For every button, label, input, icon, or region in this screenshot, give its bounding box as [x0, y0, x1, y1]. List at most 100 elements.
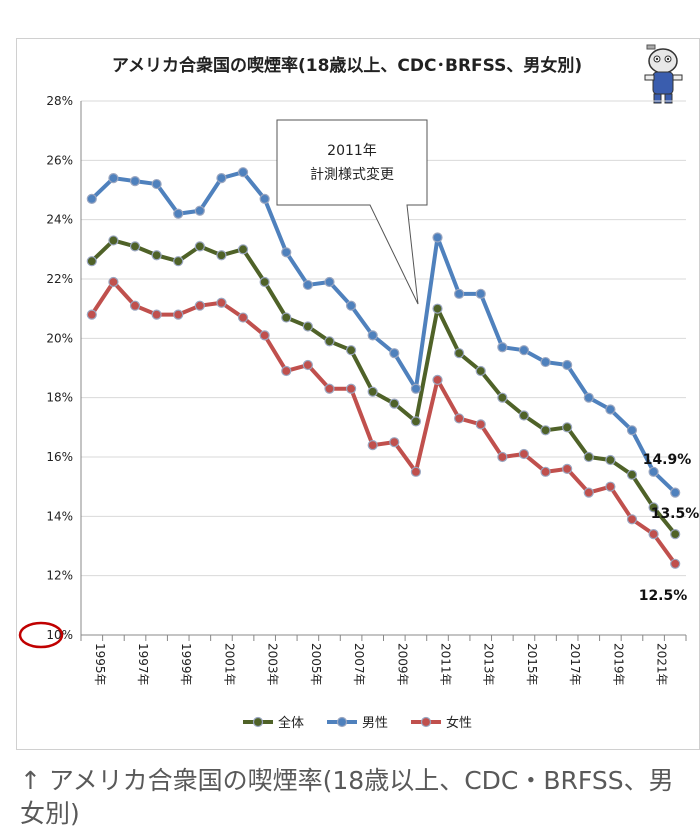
data-point [281, 365, 292, 377]
data-point [324, 336, 335, 347]
data-point [151, 178, 162, 190]
legend: 全体 男性 女性 [243, 715, 472, 731]
data-point [194, 241, 205, 252]
data-point [194, 300, 205, 311]
series-1 [86, 167, 681, 498]
data-point [259, 193, 270, 204]
data-point [237, 312, 249, 323]
y-tick-label: 28% [46, 94, 73, 108]
data-point [389, 398, 400, 409]
data-point [367, 440, 378, 451]
callout-text-line2: 計測様式変更 [310, 166, 394, 183]
data-point [151, 250, 162, 261]
data-point [129, 241, 141, 252]
data-point [583, 487, 594, 498]
data-point [281, 312, 292, 323]
series-line [90, 238, 677, 536]
data-point [389, 437, 400, 448]
legend-item: 全体 [243, 715, 304, 731]
y-tick-label: 12% [46, 569, 73, 583]
data-point [562, 422, 573, 433]
y-tick-label: 16% [46, 450, 73, 464]
legend-swatch-marker [336, 716, 348, 728]
data-point [302, 359, 313, 371]
data-point [583, 392, 594, 403]
y-tick-label: 18% [46, 391, 73, 405]
chart-container: アメリカ合衆国の喫煙率(18歳以上、CDC･BRFSS、男女別) 10% 12% 1… [16, 38, 700, 750]
annotation-callout: 2011年 計測様式変更 [276, 119, 428, 305]
data-point [108, 276, 119, 288]
data-point [302, 321, 313, 332]
data-point [626, 425, 638, 436]
data-point [173, 309, 184, 320]
legend-swatch-marker [252, 716, 264, 728]
y-tick-label: 22% [46, 272, 73, 286]
data-point [324, 383, 335, 394]
data-point [86, 193, 97, 204]
x-tick-label: 1999年 [179, 643, 193, 686]
x-tick-label: 2001年 [222, 643, 236, 686]
highlight-circle-10pct [18, 621, 64, 649]
data-point [605, 454, 616, 466]
data-point [497, 342, 508, 353]
data-point [324, 276, 335, 288]
y-tick-label: 24% [46, 213, 73, 227]
data-point [540, 466, 551, 477]
x-tick-label: 2003年 [266, 643, 280, 686]
y-tick-label: 20% [46, 331, 73, 345]
series-2 [86, 276, 681, 569]
x-tick-label: 1995年 [93, 643, 107, 686]
data-point [237, 167, 249, 178]
data-point [432, 374, 443, 385]
callout-text-line1: 2011年 [327, 143, 377, 159]
mascot-icon [644, 44, 683, 104]
legend-item: 女性 [411, 715, 472, 731]
end-label-male: 14.9% [643, 452, 692, 468]
data-point [216, 297, 227, 308]
data-point [216, 173, 227, 184]
x-tick-label: 2021年 [655, 643, 669, 686]
data-point [367, 386, 378, 397]
y-tick-label: 10% [46, 628, 73, 642]
data-point [237, 244, 249, 255]
data-point [108, 173, 119, 184]
data-point [345, 383, 357, 394]
data-point [626, 469, 638, 480]
data-point [86, 309, 97, 320]
data-point [173, 256, 184, 267]
data-point [151, 309, 162, 320]
series-line [90, 279, 677, 565]
x-tick-label: 2009年 [395, 643, 409, 686]
data-point [540, 356, 551, 368]
data-point [540, 425, 551, 436]
data-point [259, 330, 270, 341]
data-point [518, 448, 530, 460]
series-line [90, 170, 677, 495]
data-point [583, 451, 594, 463]
data-point [497, 451, 508, 463]
data-point [432, 232, 443, 243]
legend-swatch-marker [420, 716, 432, 728]
caption-text: ↑ アメリカ合衆国の喫煙率(18歳以上、CDC・BRFSS、男女別) [20, 766, 674, 828]
data-point [475, 365, 486, 377]
data-point [173, 208, 184, 219]
x-tick-label: 2005年 [309, 643, 323, 686]
data-point [302, 279, 313, 291]
data-point [670, 487, 681, 498]
series-0 [86, 235, 681, 540]
legend-label: 女性 [446, 715, 472, 731]
data-point [410, 383, 422, 394]
data-point [345, 345, 357, 356]
end-label-female: 12.5% [639, 588, 688, 604]
data-point [518, 410, 530, 421]
data-point [367, 330, 378, 341]
data-point [129, 300, 141, 311]
data-point [562, 359, 573, 371]
data-point [345, 300, 357, 311]
legend-label: 全体 [278, 715, 304, 731]
data-point [605, 481, 616, 492]
data-point [475, 419, 486, 430]
data-point [194, 205, 205, 216]
data-point [626, 514, 638, 525]
data-point [562, 463, 573, 474]
